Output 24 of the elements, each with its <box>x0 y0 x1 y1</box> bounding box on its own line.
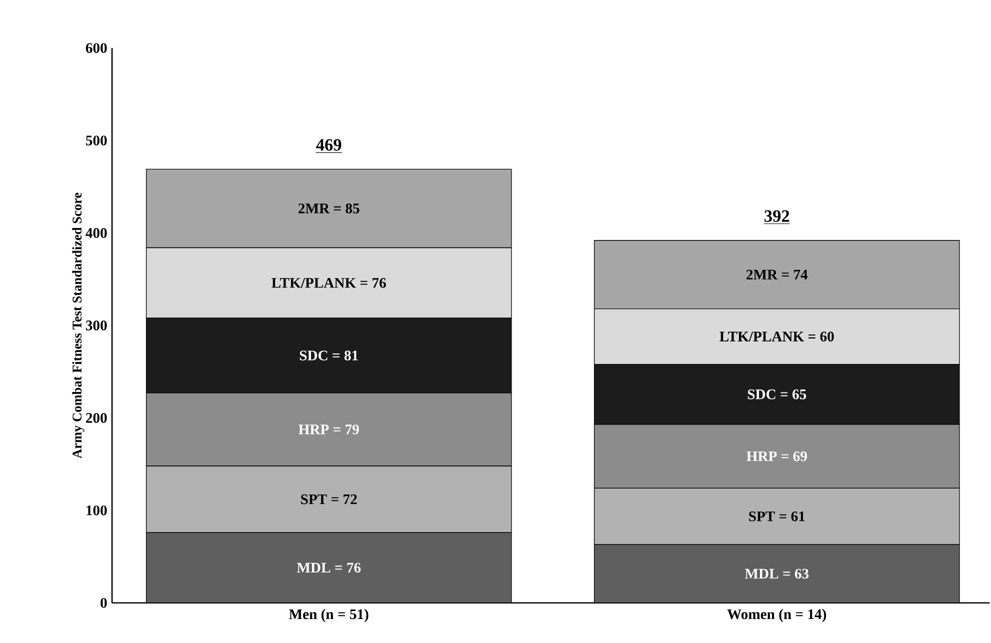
total-label: 469 <box>316 139 342 151</box>
y-tick-label: 600 <box>86 43 107 54</box>
x-tick-label: Men (n = 51) <box>289 608 368 622</box>
data-label: SPT = 72 <box>301 494 357 504</box>
data-label: SDC = 65 <box>748 389 806 400</box>
y-tick-label: 0 <box>100 598 107 608</box>
data-label: MDL = 63 <box>744 568 809 579</box>
y-tick-label: 300 <box>86 320 107 330</box>
data-label: SDC = 81 <box>300 350 358 360</box>
y-axis-title: Army Combat Fitness Test Standardized Score <box>72 192 84 458</box>
total-label: 392 <box>764 210 790 222</box>
y-tick-label: 500 <box>86 136 107 146</box>
y-tick-label: 100 <box>86 506 107 516</box>
x-tick-label: Women (n = 14) <box>727 608 826 622</box>
data-label: SPT = 61 <box>749 512 805 522</box>
data-label: HRP = 79 <box>298 424 359 434</box>
data-label: HRP = 69 <box>746 451 807 462</box>
data-label: LTK/PLANK = 60 <box>720 332 834 342</box>
y-tick-label: 400 <box>86 228 107 238</box>
data-label: LTK/PLANK = 76 <box>272 278 386 288</box>
data-label: 2MR = 85 <box>298 204 360 214</box>
y-tick-label: 200 <box>86 413 107 423</box>
data-label: 2MR = 74 <box>746 270 808 280</box>
data-label: MDL = 76 <box>296 562 361 573</box>
